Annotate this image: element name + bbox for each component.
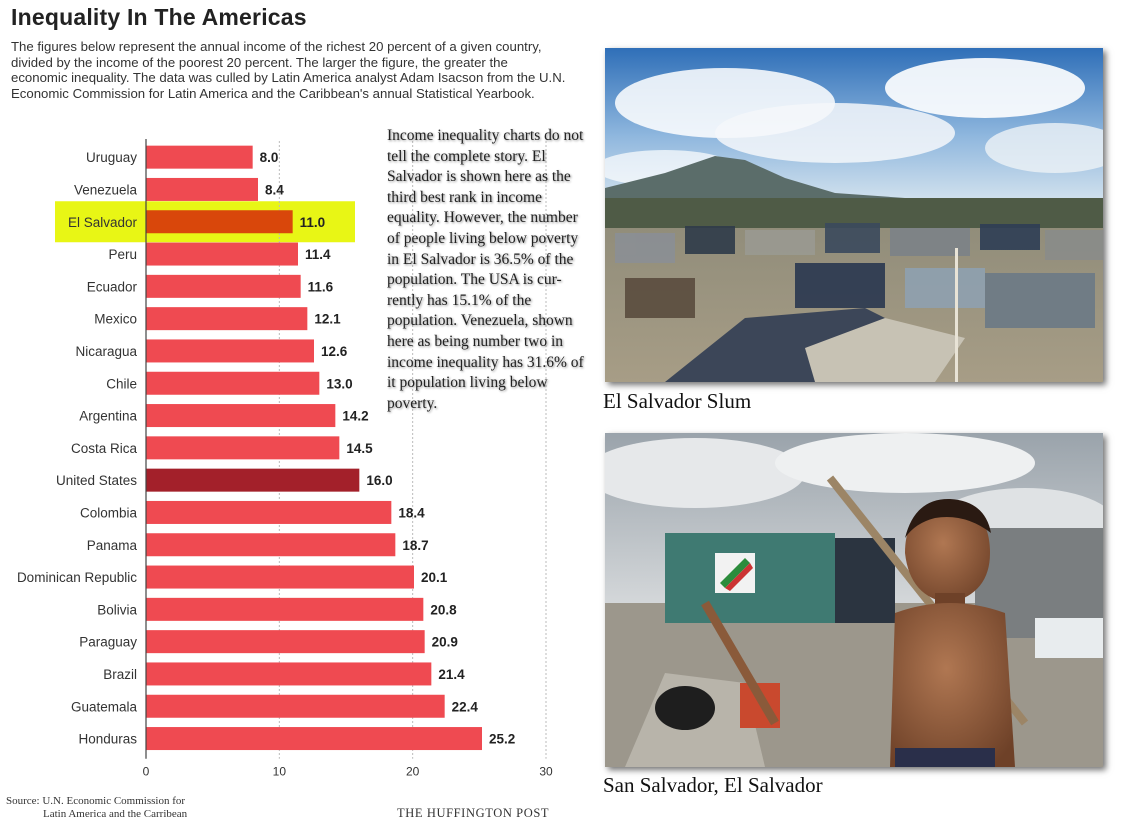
category-label: Dominican Republic xyxy=(17,570,137,585)
slum-photo xyxy=(605,48,1103,382)
category-label: Argentina xyxy=(79,409,137,424)
source-line-1: Source: U.N. Economic Commission for xyxy=(6,795,186,807)
x-tick-label: 20 xyxy=(406,765,420,779)
category-label: Nicaragua xyxy=(75,344,137,359)
value-label: 8.4 xyxy=(265,182,284,197)
bar-colombia xyxy=(146,500,392,524)
x-tick-label: 0 xyxy=(143,765,150,779)
x-tick-label: 30 xyxy=(539,765,553,779)
bar-venezuela xyxy=(146,177,258,201)
category-label: Guatemala xyxy=(71,699,138,714)
bar-mexico xyxy=(146,307,308,331)
value-label: 13.0 xyxy=(326,376,352,391)
category-label: Uruguay xyxy=(86,150,137,165)
bar-costa-rica xyxy=(146,436,340,460)
source-note: Source: U.N. Economic Commission for Lat… xyxy=(6,795,236,821)
category-label: Paraguay xyxy=(79,635,137,650)
bar-guatemala xyxy=(146,694,445,718)
bar-argentina xyxy=(146,404,336,428)
bar-nicaragua xyxy=(146,339,314,363)
category-label: Brazil xyxy=(103,667,137,682)
category-label: Chile xyxy=(106,376,137,391)
bar-panama xyxy=(146,533,396,557)
value-label: 14.5 xyxy=(346,441,373,456)
category-label: Honduras xyxy=(78,732,137,747)
bar-brazil xyxy=(146,662,432,686)
value-label: 12.1 xyxy=(314,312,341,327)
category-label: Mexico xyxy=(94,312,137,327)
x-tick-label: 10 xyxy=(273,765,287,779)
value-label: 20.8 xyxy=(430,602,457,617)
publisher-credit: THE HUFFINGTON POST xyxy=(397,806,550,820)
value-label: 18.7 xyxy=(402,538,428,553)
category-label: Panama xyxy=(87,538,138,553)
bar-uruguay xyxy=(146,145,253,169)
bar-peru xyxy=(146,242,298,266)
value-label: 11.6 xyxy=(308,279,334,294)
value-label: 25.2 xyxy=(489,732,515,747)
value-label: 8.0 xyxy=(260,150,279,165)
value-label: 20.1 xyxy=(421,570,448,585)
category-label: United States xyxy=(56,473,137,488)
caption-boy: San Salvador, El Salvador xyxy=(603,773,823,797)
value-label: 21.4 xyxy=(438,667,465,682)
bar-chart: 0 10 20 30 Uruguay 8.0 Venezuela 8.4 El Salvador… xyxy=(17,139,553,779)
chart-title: Inequality In The Americas xyxy=(11,4,307,30)
caption-slum: El Salvador Slum xyxy=(603,389,752,413)
boy-photo xyxy=(605,433,1103,767)
value-label: 18.4 xyxy=(398,505,425,520)
value-label: 12.6 xyxy=(321,344,348,359)
value-label: 20.9 xyxy=(432,635,458,650)
category-label: Peru xyxy=(108,247,137,262)
bar-paraguay xyxy=(146,630,425,654)
value-label: 22.4 xyxy=(452,699,479,714)
value-label: 11.0 xyxy=(300,215,326,230)
bar-chile xyxy=(146,371,320,395)
bar-dominican-republic xyxy=(146,565,414,589)
category-label: Colombia xyxy=(80,505,138,520)
category-label: Bolivia xyxy=(97,602,137,617)
bar-el-salvador xyxy=(146,210,293,234)
annotation-note: Income inequality charts do not tell the… xyxy=(387,127,584,412)
bar-honduras xyxy=(146,727,482,751)
intro-text: The figures below represent the annual i… xyxy=(11,39,566,101)
category-label: El Salvador xyxy=(68,215,138,230)
category-label: Venezuela xyxy=(74,182,138,197)
bar-ecuador xyxy=(146,274,301,298)
category-label: Ecuador xyxy=(87,279,138,294)
bar-united-states xyxy=(146,468,360,492)
category-label: Costa Rica xyxy=(71,441,138,456)
value-label: 11.4 xyxy=(305,247,331,262)
value-label: 16.0 xyxy=(366,473,392,488)
value-label: 14.2 xyxy=(342,409,368,424)
source-line-2: Latin America and the Carribean xyxy=(43,808,188,820)
bar-bolivia xyxy=(146,597,424,621)
